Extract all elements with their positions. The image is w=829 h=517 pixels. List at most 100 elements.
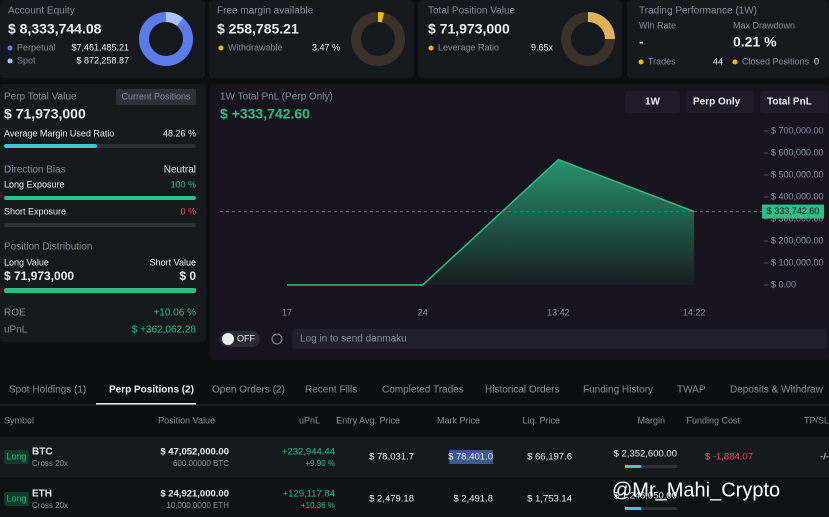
value: 0 %: [180, 206, 196, 216]
tab[interactable]: Completed Trades: [382, 385, 464, 396]
card-title: Free margin available: [217, 6, 314, 17]
area: [287, 159, 695, 285]
bar-track: [4, 223, 196, 227]
item-label: Leverage Ratio: [438, 42, 499, 52]
item-value: 44: [713, 56, 723, 66]
tab[interactable]: Historical Orders: [485, 385, 559, 396]
dropdown[interactable]: [686, 91, 754, 113]
value: $ +362,062.28: [132, 325, 197, 336]
column-header: Liq. Price: [522, 415, 560, 425]
value: $ 71,973,000: [4, 269, 74, 283]
funding: $ -1,884.07: [705, 452, 753, 463]
side-badge: [4, 450, 29, 464]
label: Direction Bias: [4, 165, 66, 176]
mark: $ 2,491.8: [453, 494, 493, 505]
toggle-label[interactable]: OFF: [237, 333, 255, 343]
tab[interactable]: Deposits & Withdraw: [730, 385, 824, 396]
button[interactable]: [116, 89, 196, 105]
upnl: +232,944.44: [282, 447, 335, 458]
value: 100 %: [170, 179, 196, 189]
input[interactable]: [292, 329, 827, 349]
card-title: Total Position Value: [428, 6, 516, 17]
selection: [449, 450, 493, 464]
card-value: $ 8,333,744.08: [8, 21, 102, 37]
current-badge: [762, 204, 824, 219]
value: Neutral: [164, 165, 196, 176]
column-header: Margin: [637, 415, 665, 425]
tab[interactable]: Recent Fills: [305, 385, 357, 396]
dot: [7, 45, 13, 51]
dropdown-label[interactable]: 1W: [645, 97, 661, 108]
tabs: Spot Holdings (1) Perp Positions (2) Open …: [9, 385, 824, 405]
plot: $ 0.00$ 100,000.00$ 200,000.00$ 300,000.…: [220, 125, 824, 317]
size: 600.00000 BTC: [173, 459, 229, 468]
item-value: 3.47 %: [312, 42, 340, 52]
stat-label: Win Rate: [639, 20, 676, 30]
table-row: [0, 479, 829, 517]
item-label: Withdrawable: [228, 42, 283, 52]
x-tick-label: 17: [282, 307, 292, 317]
y-tick-label: $ 200,000.00: [771, 235, 824, 245]
dropdown-label[interactable]: Perp Only: [693, 97, 741, 108]
column-header: TP/SL: [804, 415, 829, 425]
label: Position Distribution: [4, 242, 92, 253]
dot: [638, 59, 644, 65]
value: 48.26 %: [163, 128, 196, 138]
y-tick-label: $ 400,000.00: [771, 191, 824, 201]
dot: [732, 59, 738, 65]
donut-slice: [165, 11, 184, 27]
tab[interactable]: Funding History: [583, 385, 653, 396]
column-header: Mark Price: [437, 415, 480, 425]
mark: $ 78,401.0: [448, 452, 493, 463]
column-header: Symbol: [4, 415, 34, 425]
button-label[interactable]: Current Positions: [121, 91, 191, 101]
table-row: [0, 437, 829, 478]
entry: $ 78,031.7: [369, 452, 414, 463]
margin-bar-track: [625, 465, 677, 468]
dropdown[interactable]: [625, 91, 680, 113]
tab[interactable]: Perp Positions (2): [109, 385, 194, 396]
input-placeholder[interactable]: Log in to send danmaku: [300, 334, 407, 345]
toggle-knob[interactable]: [222, 333, 234, 345]
margin-mode: Cross 20x: [32, 459, 68, 468]
upnl-pct: +9.90 %: [305, 459, 335, 468]
column-header: Entry Avg. Price: [336, 415, 400, 425]
symbol: BTC: [32, 447, 53, 458]
item-value: $ 872,258.87: [76, 55, 129, 65]
table: Symbol Position Value uPnL Entry Avg. Price…: [0, 415, 829, 517]
x-tick-label: 24: [418, 307, 428, 317]
symbol: ETH: [32, 489, 52, 500]
margin-bar-fill: [625, 507, 641, 510]
side-badge: [4, 492, 29, 506]
tab[interactable]: Open Orders (2): [212, 385, 285, 396]
liq: $ 1,753.14: [527, 494, 572, 505]
y-tick-label: $ 700,000.00: [771, 125, 824, 135]
item-value: 9.65x: [531, 42, 554, 52]
donut-slice: [377, 12, 385, 23]
bar-fill: [4, 144, 97, 148]
dot: [428, 45, 434, 51]
margin-bar-track: [625, 507, 677, 510]
stat-label: Max Drawdown: [733, 20, 795, 30]
stat-value: -: [639, 34, 644, 50]
label: Short Value: [150, 257, 196, 267]
card: [627, 0, 829, 78]
side: Long: [6, 451, 26, 461]
tab[interactable]: Spot Holdings (1): [9, 385, 86, 396]
margin: $ 1,246,050.00: [614, 491, 677, 502]
item-label: Perpetual: [17, 42, 56, 52]
tab[interactable]: TWAP: [677, 385, 706, 396]
column-header: Position Value: [158, 415, 215, 425]
watermark: @Mr_Mahi_Crypto: [612, 479, 780, 501]
icon[interactable]: [271, 333, 283, 345]
chart-value: $ +333,742.60: [220, 106, 310, 122]
y-tick-label: $ 0.00: [771, 279, 796, 289]
label: Long Exposure: [4, 179, 65, 189]
card-value: $ 71,973,000: [428, 21, 510, 37]
dropdown[interactable]: [760, 91, 828, 113]
label: ROE: [4, 308, 26, 319]
dropdown-label[interactable]: Total PnL: [767, 97, 812, 108]
item-value: 0: [814, 56, 819, 66]
card-title: Trading Performance (1W): [639, 6, 757, 17]
